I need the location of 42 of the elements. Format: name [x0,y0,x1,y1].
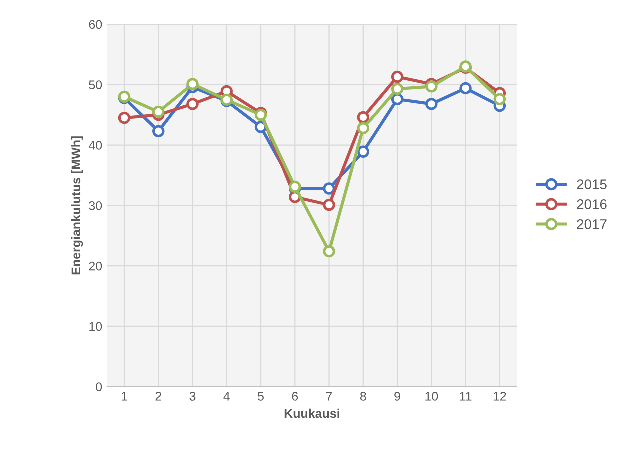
legend-label: 2016 [577,200,607,210]
x-tick-label: 8 [360,392,366,401]
point [323,182,336,195]
point [494,93,506,106]
point [391,82,404,96]
x-tick-label: 5 [258,392,264,401]
point [323,245,336,258]
point [391,70,404,84]
y-tick-label: 10 [90,322,102,332]
point [357,146,370,158]
legend-label: 2015 [577,180,607,190]
point [186,78,199,90]
point [357,111,370,124]
x-tick-label: 4 [224,392,230,401]
y-tick-label: 20 [89,262,102,271]
legend-label: 2017 [577,219,607,230]
point [152,125,165,138]
point [152,106,165,118]
y-tick-label: 30 [89,201,102,210]
x-tick-label: 1 [122,392,128,401]
point [357,122,370,134]
x-tick-label: 6 [292,392,298,401]
point [391,93,404,106]
point [323,198,336,212]
x-tick-label: 9 [394,392,400,401]
x-tick-label: 2 [156,392,162,401]
point [118,112,131,124]
y-tick-label: 50 [89,80,102,90]
point [460,82,472,95]
y-tick-label: 60 [89,20,102,30]
point [426,98,438,110]
y-tick-label: 40 [88,141,102,150]
x-tick-label: 11 [460,392,472,401]
y-axis-title: Energiankulutus [MWh] [71,136,84,275]
x-tick-label: 7 [326,392,332,401]
y-tick-label: 0 [96,382,102,392]
point [186,98,199,110]
x-axis-title: Kuukausi [284,408,340,418]
x-tick-label: 12 [494,392,506,401]
point [426,80,438,93]
x-tick-label: 3 [190,392,196,401]
x-tick-label: 10 [426,392,438,401]
